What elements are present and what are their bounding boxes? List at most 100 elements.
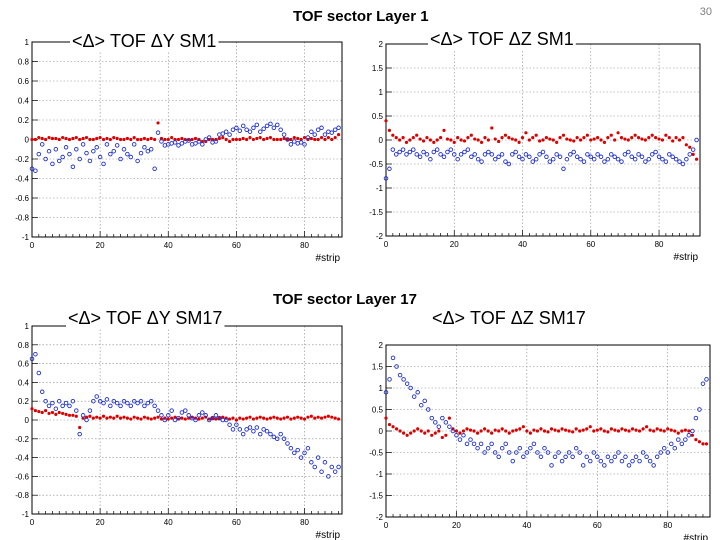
- data-point: [313, 137, 317, 142]
- data-point: [554, 152, 559, 157]
- data-point: [67, 151, 72, 157]
- data-point: [578, 429, 582, 433]
- data-point: [531, 136, 535, 140]
- data-point: [475, 445, 480, 451]
- data-point: [405, 433, 409, 437]
- data-point: [254, 122, 260, 128]
- data-point: [258, 415, 262, 419]
- data-point: [394, 427, 399, 431]
- data-point: [387, 422, 392, 427]
- data-point: [567, 429, 571, 433]
- y-tick-label: -0.8: [15, 491, 29, 500]
- data-point: [319, 125, 324, 131]
- data-point: [651, 463, 656, 468]
- data-point: [613, 138, 617, 142]
- data-point: [135, 158, 140, 164]
- data-point: [454, 433, 459, 438]
- data-point: [490, 126, 494, 130]
- data-point: [527, 138, 531, 142]
- data-point: [693, 415, 699, 421]
- data-point: [507, 431, 511, 435]
- data-point: [503, 159, 508, 164]
- data-point: [612, 154, 617, 160]
- data-point: [129, 417, 133, 421]
- data-point: [387, 128, 392, 132]
- data-point: [289, 137, 293, 142]
- data-point: [299, 137, 303, 142]
- data-point: [329, 464, 335, 470]
- data-point: [584, 454, 589, 460]
- data-point: [619, 136, 624, 140]
- data-point: [67, 403, 72, 409]
- data-point: [697, 440, 702, 444]
- data-point: [416, 427, 420, 431]
- data-point: [244, 127, 249, 132]
- data-point: [588, 425, 592, 429]
- data-point: [445, 137, 450, 141]
- data-point: [101, 161, 106, 167]
- data-point: [298, 455, 304, 460]
- data-point: [78, 425, 82, 430]
- section-title-layer-1: TOF sector Layer 1: [293, 8, 429, 25]
- data-point: [660, 156, 665, 162]
- data-point: [464, 441, 470, 447]
- data-point: [166, 413, 171, 418]
- data-point: [128, 154, 134, 160]
- data-point: [500, 136, 504, 140]
- data-point: [101, 414, 106, 418]
- series-filled-markers: [384, 416, 709, 446]
- data-point: [91, 416, 95, 420]
- data-point: [39, 389, 45, 395]
- data-point: [148, 398, 154, 404]
- data-point: [241, 417, 245, 421]
- data-point: [285, 415, 290, 419]
- data-point: [461, 429, 466, 433]
- data-point: [394, 136, 398, 140]
- data-point: [384, 119, 388, 123]
- data-point: [475, 431, 480, 435]
- data-point: [163, 137, 167, 142]
- data-point: [156, 121, 160, 125]
- data-point: [63, 145, 69, 150]
- data-point: [663, 159, 669, 164]
- data-point: [162, 417, 168, 423]
- data-point: [268, 121, 273, 127]
- data-point: [510, 152, 515, 157]
- data-point: [657, 137, 661, 141]
- data-point: [80, 142, 86, 147]
- data-point: [258, 135, 262, 140]
- data-point: [527, 154, 532, 160]
- data-point: [681, 136, 685, 140]
- data-point: [564, 428, 568, 432]
- data-point: [581, 159, 587, 164]
- data-point: [254, 425, 260, 430]
- y-tick-label: 1: [379, 384, 384, 393]
- data-point: [255, 416, 259, 420]
- data-point: [142, 415, 147, 419]
- data-point: [504, 429, 508, 433]
- data-point: [241, 136, 245, 141]
- data-point: [556, 429, 561, 433]
- data-point: [319, 135, 324, 140]
- data-point: [609, 152, 614, 157]
- data-point: [142, 136, 147, 141]
- data-point: [533, 156, 539, 162]
- data-point: [257, 129, 263, 134]
- data-point: [43, 398, 48, 404]
- data-point: [136, 416, 140, 420]
- data-point: [402, 431, 406, 435]
- data-point: [129, 137, 133, 142]
- data-point: [418, 402, 424, 408]
- data-point: [528, 445, 533, 451]
- data-point: [333, 416, 337, 420]
- data-point: [507, 450, 512, 455]
- data-point: [336, 125, 341, 131]
- data-point: [37, 409, 41, 414]
- data-point: [53, 406, 59, 411]
- data-point: [176, 415, 181, 421]
- data-point: [193, 136, 198, 141]
- data-point: [319, 416, 324, 420]
- data-point: [697, 407, 702, 412]
- data-point: [648, 428, 652, 432]
- data-point: [61, 135, 65, 140]
